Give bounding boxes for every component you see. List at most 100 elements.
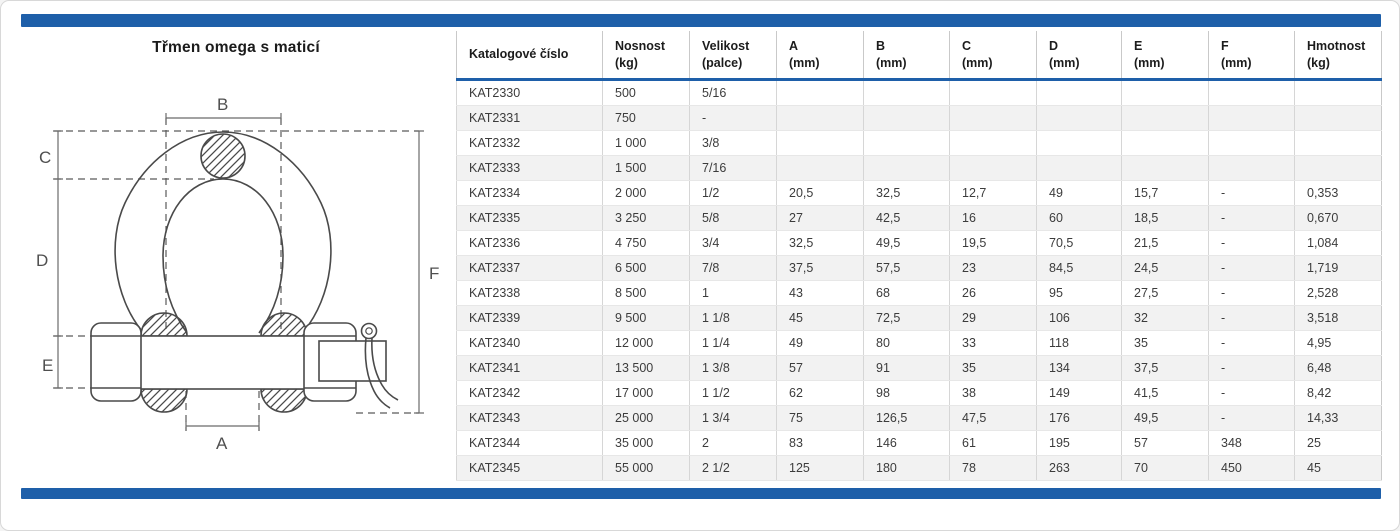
table-cell: 25 000 bbox=[602, 405, 690, 431]
column-header: D (mm) bbox=[1036, 31, 1122, 81]
dim-label-d: D bbox=[36, 251, 48, 270]
table-cell: KAT2332 bbox=[456, 130, 603, 156]
table-cell: 98 bbox=[863, 380, 950, 406]
table-cell: KAT2340 bbox=[456, 330, 603, 356]
eye-left-top bbox=[140, 312, 188, 337]
column-header-line1: Katalogové číslo bbox=[469, 47, 569, 62]
table-cell: 45 bbox=[776, 305, 864, 331]
table-cell: 62 bbox=[776, 380, 864, 406]
table-cell bbox=[949, 105, 1037, 131]
table-cell: KAT2344 bbox=[456, 430, 603, 456]
table-cell: 32,5 bbox=[776, 230, 864, 256]
table-cell: 70 bbox=[1121, 455, 1209, 481]
table-cell: 20,5 bbox=[776, 180, 864, 206]
table-cell: 7/16 bbox=[689, 155, 777, 181]
table-cell: 106 bbox=[1036, 305, 1122, 331]
table-row: KAT2330 500 5/16 bbox=[456, 79, 1382, 106]
table-cell: 4,95 bbox=[1294, 330, 1382, 356]
table-cell: 14,33 bbox=[1294, 405, 1382, 431]
table-cell bbox=[776, 105, 864, 131]
column-header-line2: (mm) bbox=[789, 55, 820, 70]
table-cell: KAT2330 bbox=[456, 79, 603, 106]
table-cell: KAT2338 bbox=[456, 280, 603, 306]
table-cell: KAT2336 bbox=[456, 230, 603, 256]
table-row: KAT2341 13 500 1 3/8 57 91 35 134 37,5-6,48 bbox=[456, 355, 1382, 381]
table-cell: 180 bbox=[863, 455, 950, 481]
table-cell bbox=[863, 105, 950, 131]
table-body: KAT2330 500 5/16 KAT2331 750- KAT2332 1 000 3/8… bbox=[456, 79, 1382, 481]
table-cell: 32,5 bbox=[863, 180, 950, 206]
table-cell bbox=[1208, 155, 1295, 181]
table-cell: KAT2337 bbox=[456, 255, 603, 281]
column-header-line2: (kg) bbox=[1307, 55, 1330, 70]
column-header: Nosnost (kg) bbox=[602, 31, 690, 81]
eye-left-bottom bbox=[140, 388, 188, 413]
table-cell: - bbox=[1208, 180, 1295, 206]
table-cell: 32 bbox=[1121, 305, 1209, 331]
column-header-line1: Nosnost bbox=[615, 39, 665, 54]
table-cell: 27 bbox=[776, 205, 864, 231]
table-row: KAT2335 3 250 5/8 27 42,5 16 60 18,5-0,670 bbox=[456, 205, 1382, 231]
table-cell: 12,7 bbox=[949, 180, 1037, 206]
table-cell: - bbox=[689, 105, 777, 131]
table-cell bbox=[1208, 79, 1295, 106]
table-cell: 5/8 bbox=[689, 205, 777, 231]
table-cell: 55 000 bbox=[602, 455, 690, 481]
table-cell: 2 1/2 bbox=[689, 455, 777, 481]
table-cell: 24,5 bbox=[1121, 255, 1209, 281]
table-row: KAT2344 35 000 2 83 146 61 195 57 348 25 bbox=[456, 430, 1382, 456]
table-cell: KAT2341 bbox=[456, 355, 603, 381]
table-cell bbox=[1294, 155, 1382, 181]
table-cell: 126,5 bbox=[863, 405, 950, 431]
table-cell: 61 bbox=[949, 430, 1037, 456]
table-cell: 43 bbox=[776, 280, 864, 306]
table-cell: 26 bbox=[949, 280, 1037, 306]
table-cell bbox=[863, 79, 950, 106]
column-header-line2: (mm) bbox=[1134, 55, 1165, 70]
table-cell: 49 bbox=[1036, 180, 1122, 206]
table-cell: 57,5 bbox=[863, 255, 950, 281]
table-cell: 3/4 bbox=[689, 230, 777, 256]
table-cell bbox=[1121, 130, 1209, 156]
table-cell: 27,5 bbox=[1121, 280, 1209, 306]
cotter-pin bbox=[360, 322, 399, 409]
bow-section-circle bbox=[200, 133, 246, 179]
table-cell: 49 bbox=[776, 330, 864, 356]
table-cell: 6 500 bbox=[602, 255, 690, 281]
table-cell: KAT2335 bbox=[456, 205, 603, 231]
product-title: Třmen omega s maticí bbox=[152, 39, 320, 56]
table-cell: KAT2331 bbox=[456, 105, 603, 131]
table-cell: 80 bbox=[863, 330, 950, 356]
top-accent-bar bbox=[21, 14, 1381, 27]
table-cell: 3/8 bbox=[689, 130, 777, 156]
column-header-line2: (kg) bbox=[615, 55, 638, 70]
table-cell: 1 500 bbox=[602, 155, 690, 181]
table-cell: 263 bbox=[1036, 455, 1122, 481]
table-cell: 45 bbox=[1294, 455, 1382, 481]
table-cell: 6,48 bbox=[1294, 355, 1382, 381]
table-cell bbox=[1208, 130, 1295, 156]
table-cell: - bbox=[1208, 330, 1295, 356]
column-header-line1: E bbox=[1134, 39, 1143, 54]
table-cell bbox=[949, 79, 1037, 106]
table-cell: 1 1/4 bbox=[689, 330, 777, 356]
table-row: KAT2343 25 000 1 3/4 75 126,5 47,5 176 49,5-14,… bbox=[456, 405, 1382, 431]
table-cell: 750 bbox=[602, 105, 690, 131]
table-cell: 19,5 bbox=[949, 230, 1037, 256]
table-cell bbox=[1294, 130, 1382, 156]
table-cell: 78 bbox=[949, 455, 1037, 481]
spec-table-container: Katalogové číslo Nosnost (kg) Velikost (palc… bbox=[456, 31, 1382, 481]
table-cell: 450 bbox=[1208, 455, 1295, 481]
table-cell bbox=[863, 130, 950, 156]
table-cell: - bbox=[1208, 280, 1295, 306]
table-cell bbox=[949, 130, 1037, 156]
table-cell: 60 bbox=[1036, 205, 1122, 231]
table-cell bbox=[776, 155, 864, 181]
table-cell: 38 bbox=[949, 380, 1037, 406]
bolt-hex-head bbox=[90, 322, 142, 402]
table-cell: 15,7 bbox=[1121, 180, 1209, 206]
table-cell: 5/16 bbox=[689, 79, 777, 106]
dim-label-a: A bbox=[216, 434, 228, 453]
table-row: KAT2331 750- bbox=[456, 105, 1382, 131]
bottom-accent-bar bbox=[21, 488, 1381, 499]
